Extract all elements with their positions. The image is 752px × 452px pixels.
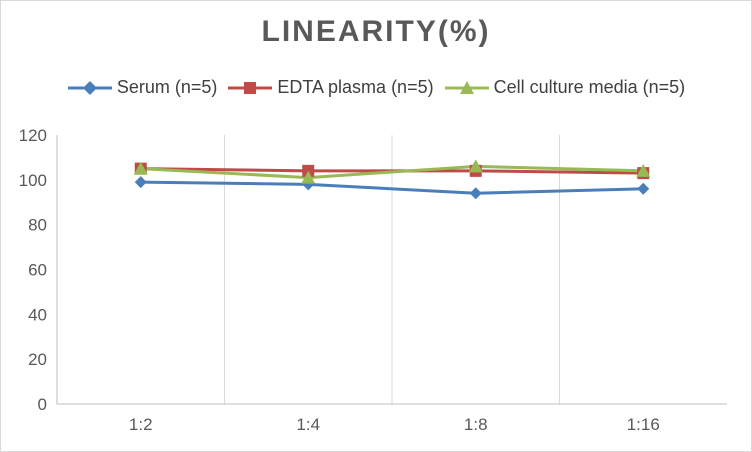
y-tick-label: 20: [28, 350, 47, 369]
y-tick-label: 100: [19, 171, 47, 190]
data-point-cell-culture-media-n-5: [301, 170, 316, 184]
data-point-cell-culture-media-n-5: [133, 161, 148, 175]
legend-entry-edta-plasma: EDTA plasma (n=5): [227, 77, 434, 98]
legend: Serum (n=5) EDTA plasma (n=5) Cell cultu…: [1, 77, 751, 98]
legend-marker-edta-plasma: [228, 81, 273, 94]
series-line-cell-culture-media-n-5: [140, 164, 644, 180]
legend-label-cell-culture-media: Cell culture media (n=5): [493, 77, 686, 97]
x-tick-label: 1:16: [627, 415, 660, 434]
chart-title: LINEARITY(%): [261, 15, 491, 48]
x-tick-label: 1:2: [129, 415, 153, 434]
y-tick-label: 40: [28, 305, 47, 324]
legend-marker-serum: [67, 80, 112, 95]
y-tick-label: 60: [28, 261, 47, 280]
legend-entry-serum: Serum (n=5): [67, 77, 218, 98]
y-tick-label: 120: [19, 126, 47, 145]
x-tick-label: 1:4: [296, 415, 320, 434]
data-point-cell-culture-media-n-5: [468, 159, 483, 173]
data-point-serum-n-5: [637, 182, 650, 195]
data-point-cell-culture-media-n-5: [636, 163, 651, 177]
data-point-serum-n-5: [134, 176, 147, 189]
legend-label-edta-plasma: EDTA plasma (n=5): [277, 77, 434, 97]
y-tick-label: 80: [28, 216, 47, 235]
legend-marker-cell-culture-media: [444, 80, 489, 94]
legend-label-serum: Serum (n=5): [116, 77, 218, 97]
series-line-serum-n-5: [140, 180, 644, 195]
data-point-serum-n-5: [469, 187, 482, 200]
legend-entry-cell-culture-media: Cell culture media (n=5): [444, 77, 686, 98]
x-tick-label: 1:8: [464, 415, 488, 434]
y-tick-label: 0: [38, 395, 47, 414]
